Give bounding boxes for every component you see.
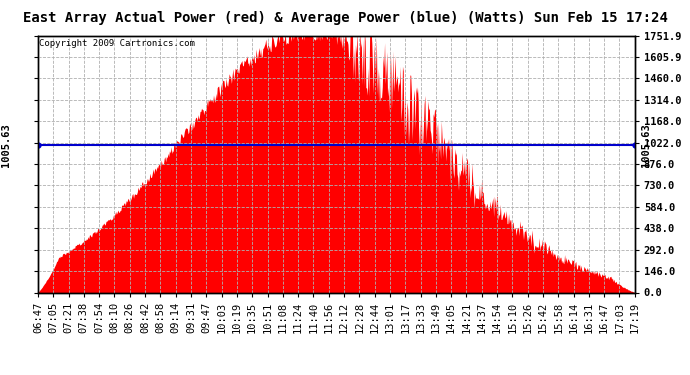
Text: Copyright 2009 Cartronics.com: Copyright 2009 Cartronics.com <box>39 39 195 48</box>
Text: East Array Actual Power (red) & Average Power (blue) (Watts) Sun Feb 15 17:24: East Array Actual Power (red) & Average … <box>23 11 667 25</box>
Text: 1005.63: 1005.63 <box>1 123 11 167</box>
Text: 1005.63: 1005.63 <box>641 123 651 167</box>
